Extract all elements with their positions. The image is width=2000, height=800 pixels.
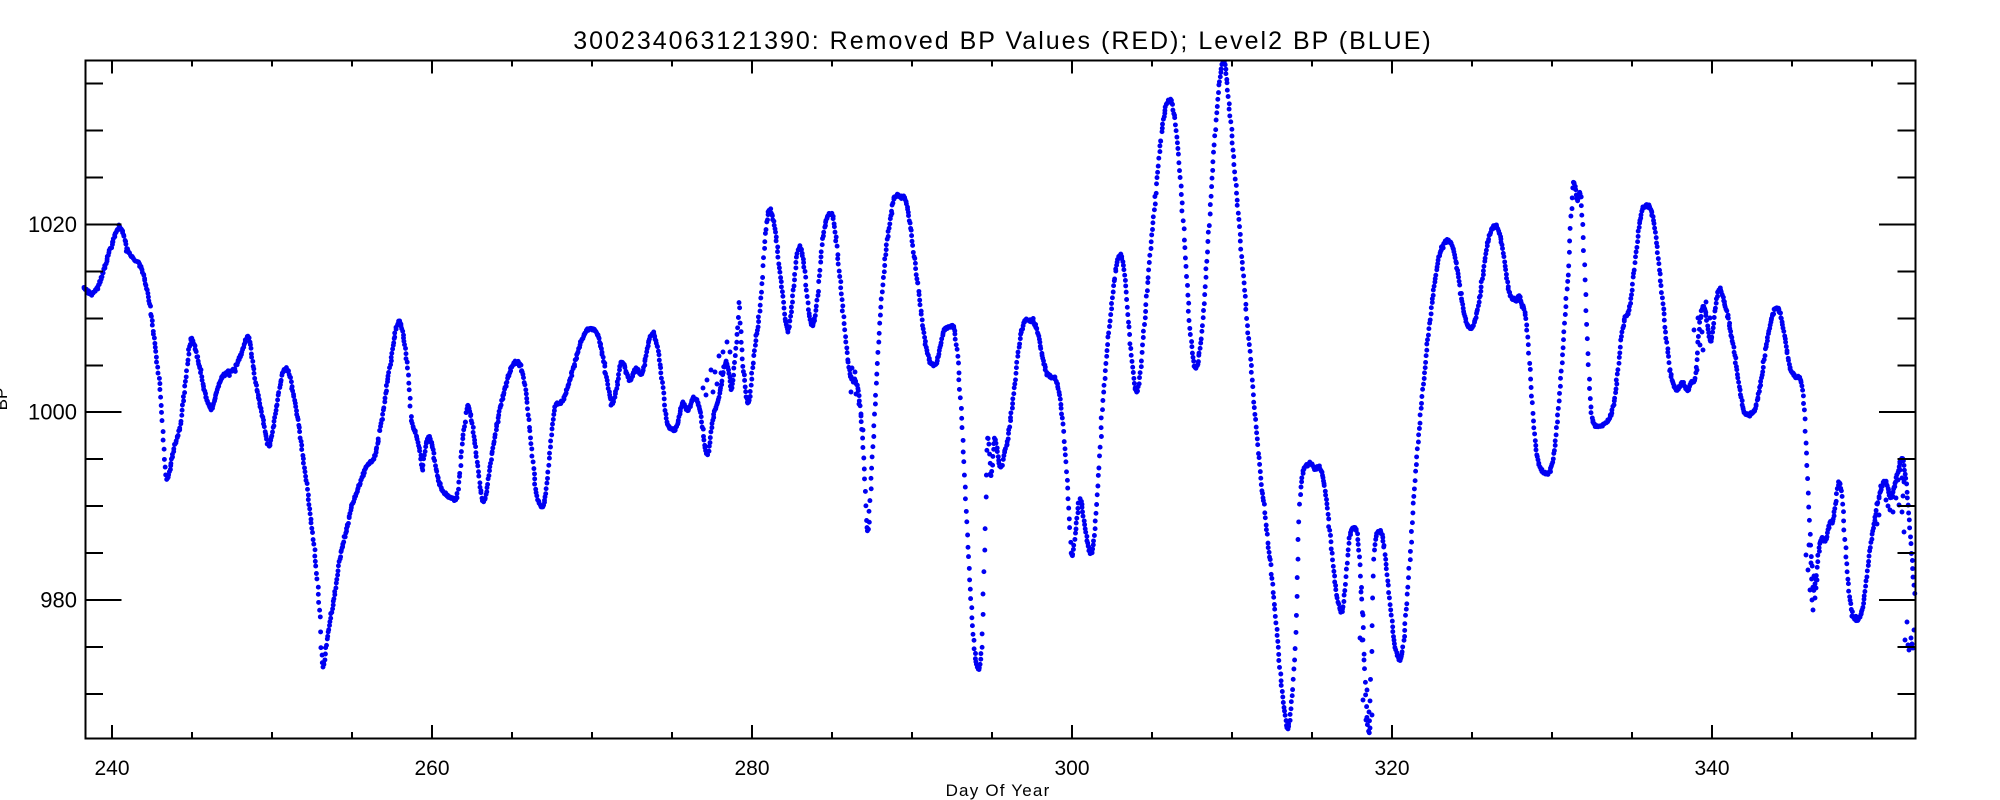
svg-text:BP: BP — [0, 388, 11, 411]
svg-text:300234063121390: Removed BP Va: 300234063121390: Removed BP Values (RED)… — [573, 27, 1433, 55]
svg-text:340: 340 — [1694, 757, 1729, 780]
svg-text:280: 280 — [734, 757, 769, 780]
svg-text:260: 260 — [414, 757, 449, 780]
svg-text:980: 980 — [40, 588, 77, 613]
svg-text:1020: 1020 — [28, 212, 77, 237]
svg-text:300: 300 — [1054, 757, 1089, 780]
svg-text:320: 320 — [1374, 757, 1409, 780]
svg-text:240: 240 — [94, 757, 129, 780]
svg-text:1000: 1000 — [28, 400, 77, 425]
svg-text:Day Of Year: Day Of Year — [946, 781, 1051, 800]
